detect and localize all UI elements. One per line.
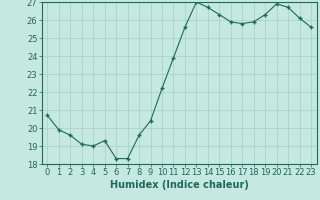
X-axis label: Humidex (Indice chaleur): Humidex (Indice chaleur) [110, 180, 249, 190]
